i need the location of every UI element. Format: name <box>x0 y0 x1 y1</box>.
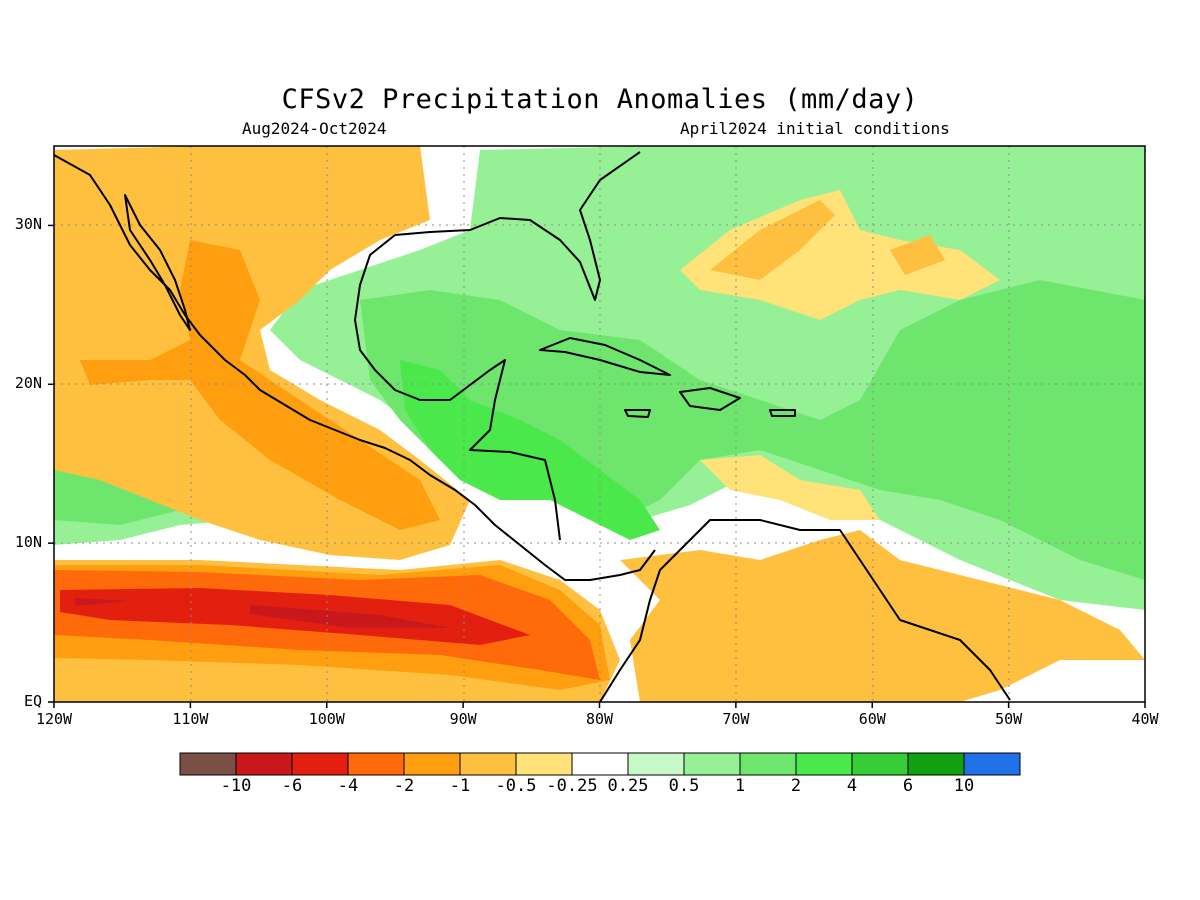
initial-conditions: April2024 initial conditions <box>680 119 950 138</box>
anomaly-field <box>54 146 1145 702</box>
colorbar-label: -1 <box>449 776 471 796</box>
lon-tick-label: 110W <box>172 710 209 728</box>
colorbar-label: 2 <box>790 776 802 796</box>
colorbar-swatch <box>795 752 853 776</box>
colorbar-swatch <box>403 752 461 776</box>
colorbar-label: -0.5 <box>495 776 537 796</box>
colorbar-label: 4 <box>846 776 858 796</box>
colorbar-label: -2 <box>393 776 415 796</box>
colorbar <box>179 752 1021 776</box>
colorbar-swatch <box>347 752 405 776</box>
forecast-period: Aug2024-Oct2024 <box>242 119 387 138</box>
coastline-baja <box>124 194 191 331</box>
colorbar-swatch <box>459 752 517 776</box>
colorbar-swatch <box>627 752 685 776</box>
colorbar-label: -6 <box>281 776 303 796</box>
coastline-us-gulf <box>394 151 641 301</box>
lon-tick-label: 50W <box>995 710 1023 728</box>
axis-ticks <box>48 224 1146 708</box>
colorbar-swatch <box>179 752 237 776</box>
dry-region-atlantic-north <box>680 190 1000 320</box>
coastline-hispaniola <box>679 387 741 411</box>
lat-tick-label: 20N <box>14 374 42 393</box>
coastline-cuba <box>539 337 671 376</box>
colorbar-swatch <box>851 752 909 776</box>
lon-tick-label: 90W <box>449 710 477 728</box>
wet-region-central-america <box>400 360 660 540</box>
colorbar-label: -0.25 <box>546 776 598 796</box>
map-title: CFSv2 Precipitation Anomalies (mm/day) <box>281 84 919 115</box>
lon-tick-label: 40W <box>1131 710 1159 728</box>
lon-tick-label: 70W <box>722 710 750 728</box>
lat-tick-label: EQ <box>23 692 42 710</box>
colorbar-swatch <box>515 752 573 776</box>
colorbar-label: 10 <box>953 776 975 796</box>
colorbar-label: 0.5 <box>668 776 700 796</box>
coastline-mexico-pacific <box>53 154 656 581</box>
wet-region-caribbean-core <box>360 280 1145 580</box>
lat-tick-label: 10N <box>14 533 42 552</box>
graticule <box>54 146 1145 702</box>
colorbar-label: 0.25 <box>607 776 649 796</box>
dry-region-mexico-core <box>80 240 440 530</box>
colorbar-swatch <box>907 752 965 776</box>
colorbar-label: 6 <box>902 776 914 796</box>
lon-tick-label: 100W <box>308 710 345 728</box>
colorbar-swatch <box>291 752 349 776</box>
colorbar-swatch <box>739 752 797 776</box>
lon-tick-label: 120W <box>35 710 73 728</box>
dry-region-south-america <box>620 530 1145 702</box>
colorbar-label: -10 <box>220 776 252 796</box>
coastline-south-america <box>599 519 1011 703</box>
colorbar-swatch <box>235 752 293 776</box>
lon-tick-label: 60W <box>858 710 886 728</box>
coastlines <box>53 151 1011 703</box>
lat-tick-label: 30N <box>14 215 42 234</box>
dry-region-lesser-antilles <box>700 455 880 520</box>
coastline-gulf-of-mexico <box>354 234 561 541</box>
colorbar-swatch <box>963 752 1021 776</box>
colorbar-label: -4 <box>337 776 359 796</box>
coastline-puerto-rico <box>769 409 796 417</box>
colorbar-label: 1 <box>734 776 746 796</box>
dry-region-atlantic-north-core <box>710 200 945 280</box>
lon-tick-label: 80W <box>585 710 614 728</box>
colorbar-swatch <box>683 752 741 776</box>
dry-region-itcz-peak <box>75 598 450 628</box>
coastline-jamaica <box>624 409 651 418</box>
colorbar-swatch <box>571 752 629 776</box>
